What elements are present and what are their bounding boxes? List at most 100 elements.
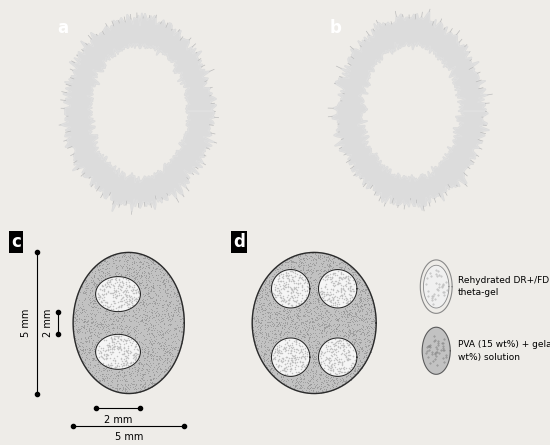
Point bbox=[285, 320, 294, 328]
Point bbox=[334, 337, 343, 344]
Point bbox=[360, 301, 368, 308]
Point bbox=[162, 307, 171, 315]
Point bbox=[275, 307, 284, 315]
Point bbox=[119, 263, 128, 270]
Point bbox=[358, 360, 366, 367]
Point bbox=[111, 356, 120, 364]
Point bbox=[82, 282, 91, 289]
Point bbox=[146, 379, 155, 386]
Point bbox=[148, 294, 157, 301]
Point bbox=[309, 298, 317, 305]
Point bbox=[169, 360, 178, 367]
Point bbox=[153, 271, 162, 279]
Point bbox=[179, 326, 188, 333]
Point bbox=[269, 366, 278, 373]
Point bbox=[178, 334, 186, 341]
Point bbox=[161, 362, 170, 369]
Point bbox=[98, 320, 107, 328]
Point bbox=[274, 356, 283, 363]
Point bbox=[131, 353, 140, 360]
Point bbox=[306, 263, 315, 270]
Point bbox=[104, 267, 113, 275]
Point bbox=[134, 387, 143, 394]
Point bbox=[86, 347, 95, 354]
Point bbox=[343, 352, 352, 359]
Point bbox=[353, 317, 361, 324]
Point bbox=[284, 295, 293, 303]
Point bbox=[146, 261, 155, 268]
Point bbox=[329, 296, 338, 303]
Point bbox=[279, 330, 288, 337]
Point bbox=[85, 355, 94, 362]
Point bbox=[336, 293, 345, 300]
Point bbox=[147, 330, 156, 337]
Point bbox=[331, 345, 340, 352]
Point bbox=[117, 329, 125, 336]
Point bbox=[273, 311, 282, 318]
Point bbox=[346, 318, 355, 325]
Point bbox=[146, 283, 155, 290]
Point bbox=[111, 363, 119, 370]
Point bbox=[158, 273, 167, 280]
Point bbox=[283, 272, 292, 279]
Point bbox=[135, 262, 144, 269]
Point bbox=[152, 312, 161, 319]
Point bbox=[152, 266, 161, 273]
Point bbox=[108, 259, 117, 266]
Point bbox=[311, 250, 320, 257]
Point bbox=[254, 290, 262, 297]
Point bbox=[336, 377, 344, 384]
Point bbox=[312, 346, 321, 353]
Point bbox=[369, 337, 378, 344]
Point bbox=[114, 289, 123, 296]
Point bbox=[343, 356, 352, 363]
Point bbox=[344, 334, 353, 341]
Point bbox=[140, 336, 149, 343]
Point bbox=[363, 294, 372, 301]
Point bbox=[264, 365, 273, 372]
Point bbox=[358, 364, 366, 371]
Point bbox=[140, 379, 149, 386]
Point bbox=[256, 326, 265, 333]
Point bbox=[170, 303, 179, 310]
Point bbox=[77, 304, 86, 311]
Point bbox=[268, 319, 277, 326]
Point bbox=[145, 363, 153, 370]
Point bbox=[355, 302, 364, 309]
Point bbox=[128, 259, 136, 266]
Point bbox=[356, 290, 365, 297]
Point bbox=[357, 316, 366, 324]
Point bbox=[135, 359, 144, 366]
Point bbox=[356, 297, 365, 304]
Point bbox=[294, 307, 303, 315]
Point bbox=[255, 299, 264, 306]
Point bbox=[160, 371, 168, 378]
Point bbox=[263, 291, 272, 299]
Point bbox=[343, 371, 352, 378]
Point bbox=[147, 271, 156, 278]
Point bbox=[342, 373, 351, 380]
Point bbox=[288, 315, 297, 322]
Point bbox=[144, 358, 153, 365]
Point bbox=[117, 319, 125, 326]
Point bbox=[266, 280, 275, 287]
Point bbox=[295, 327, 304, 334]
Point bbox=[324, 321, 333, 328]
Point bbox=[282, 306, 291, 313]
Point bbox=[91, 369, 100, 376]
Point bbox=[147, 353, 156, 360]
Point bbox=[292, 339, 300, 346]
Point bbox=[148, 283, 157, 290]
Point bbox=[126, 283, 135, 290]
Point bbox=[299, 265, 307, 272]
Point bbox=[149, 282, 158, 289]
Point bbox=[82, 338, 91, 345]
Point bbox=[129, 378, 138, 385]
Point bbox=[173, 289, 182, 296]
Point bbox=[284, 280, 293, 287]
Point bbox=[157, 332, 166, 339]
Point bbox=[103, 260, 112, 267]
Point bbox=[89, 297, 97, 304]
Point bbox=[117, 296, 126, 303]
Point bbox=[106, 290, 114, 297]
